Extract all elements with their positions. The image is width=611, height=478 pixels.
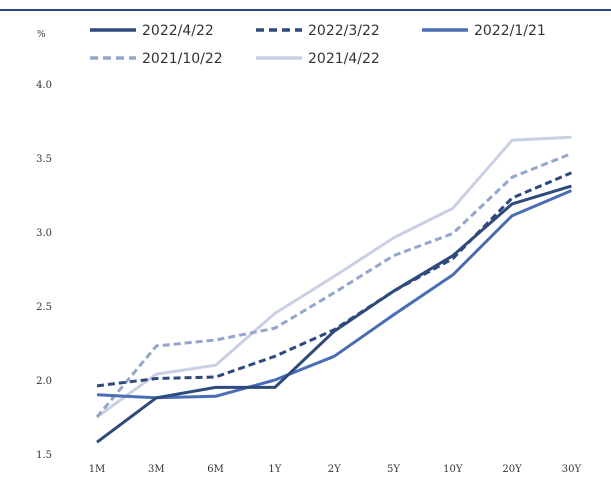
series-line [96, 189, 572, 400]
x-tick-label: 20Y [502, 464, 522, 475]
x-tick-label: 10Y [443, 464, 463, 475]
plot-lines [95, 135, 572, 444]
x-tick-label: 6M [207, 464, 224, 475]
y-tick-label: 3.0 [36, 228, 52, 239]
x-tick-label: 3M [148, 464, 165, 475]
x-tick-label: 1M [89, 464, 106, 475]
y-tick-label: 4.0 [36, 80, 52, 91]
x-tick-label: 1Y [268, 464, 281, 475]
x-axis: 1M 3M 6M 1Y 2Y 5Y 10Y 20Y 30Y [89, 464, 582, 475]
legend-label: 2022/1/21 [474, 23, 546, 39]
legend: 2022/4/22 2022/3/22 2022/1/21 2021/10/22 202… [90, 23, 546, 67]
legend-label: 2022/4/22 [142, 23, 214, 39]
legend-label: 2021/10/22 [142, 51, 223, 67]
y-tick-label: 2.5 [36, 302, 52, 313]
y-tick-label: 1.5 [36, 450, 52, 461]
y-tick-label: 3.5 [36, 154, 52, 165]
series-line [96, 171, 572, 388]
x-tick-label: 30Y [562, 464, 582, 475]
x-tick-label: 2Y [328, 464, 341, 475]
y-tick-label: 2.0 [36, 376, 52, 387]
legend-label: 2022/3/22 [308, 23, 380, 39]
legend-label: 2021/4/22 [308, 51, 380, 67]
y-axis: 1.5 2.0 2.5 3.0 3.5 4.0 [36, 80, 52, 461]
y-unit-label: % [37, 30, 46, 40]
series-line [96, 184, 572, 444]
series-line [96, 135, 572, 419]
series-line [95, 152, 572, 418]
x-tick-label: 5Y [387, 464, 400, 475]
